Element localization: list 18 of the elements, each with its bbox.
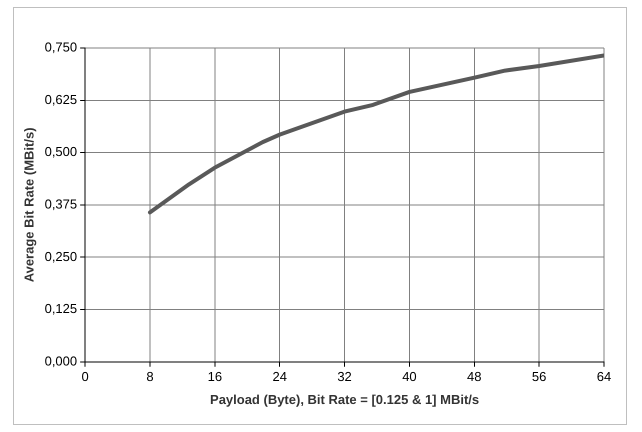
y-tick-label: 0,500 — [44, 144, 78, 160]
x-tick-label: 48 — [467, 369, 482, 384]
y-axis-title: Average Bit Rate (MBit/s) — [21, 127, 36, 282]
x-axis-title: Payload (Byte), Bit Rate = [0.125 & 1] MBit/s — [210, 392, 480, 407]
x-tick-label: 8 — [146, 369, 154, 384]
x-tick-label: 56 — [532, 369, 546, 384]
y-tick-label: 0,125 — [44, 301, 78, 316]
y-tick-label: 0,250 — [44, 248, 78, 264]
x-tick-label: 40 — [402, 369, 417, 384]
y-tick-label: 0,625 — [44, 92, 78, 107]
y-tick-label: 0,000 — [44, 353, 78, 368]
x-tick-label: 32 — [337, 369, 352, 384]
x-tick-label: 24 — [272, 369, 287, 384]
y-tick-label: 0,375 — [44, 196, 78, 212]
y-tick-label: 0,750 — [44, 40, 78, 55]
x-tick-label: 64 — [596, 369, 612, 384]
x-tick-label: 0 — [82, 369, 89, 384]
x-tick-label: 16 — [208, 369, 222, 384]
